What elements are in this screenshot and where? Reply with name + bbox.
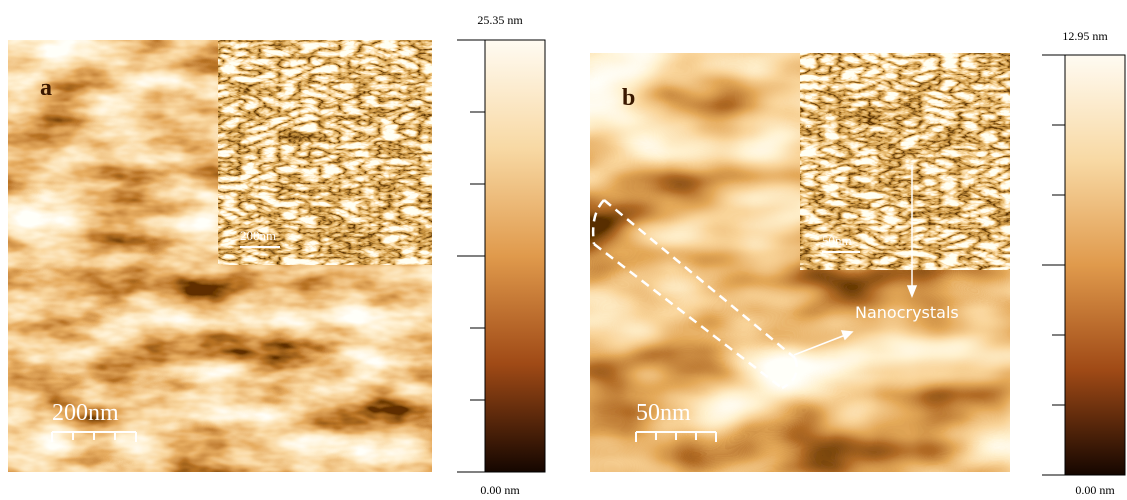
colorbar-min: 0.00 nm [1075,483,1115,497]
panel-a: a 200nm 200nm 25.35 nm 0.00 nm [8,13,545,497]
colorbar-ticks [457,40,485,472]
panel-label: b [622,85,635,111]
colorbar-max: 25.35 nm [477,13,523,27]
panel-label: a [40,75,52,101]
inset-scale-label: 50nm [822,233,852,248]
scale-label: 50nm [636,400,691,426]
colorbar-min: 0.00 nm [480,483,520,497]
colorbar-ticks [1042,55,1065,475]
annotation: Nanocrystals [855,303,959,322]
colorbar [1065,55,1125,475]
scale-label: 200nm [52,400,119,426]
inset-scale-label: 200nm [240,228,276,243]
page: a 200nm 200nm 25.35 nm 0.00 nm b 50nm [0,0,1127,500]
colorbar [485,40,545,472]
figure: a 200nm 200nm 25.35 nm 0.00 nm b 50nm [0,0,1127,500]
panel-b: b 50nm Nanocrystals 50nm [590,29,1125,497]
colorbar-max: 12.95 nm [1062,29,1108,43]
